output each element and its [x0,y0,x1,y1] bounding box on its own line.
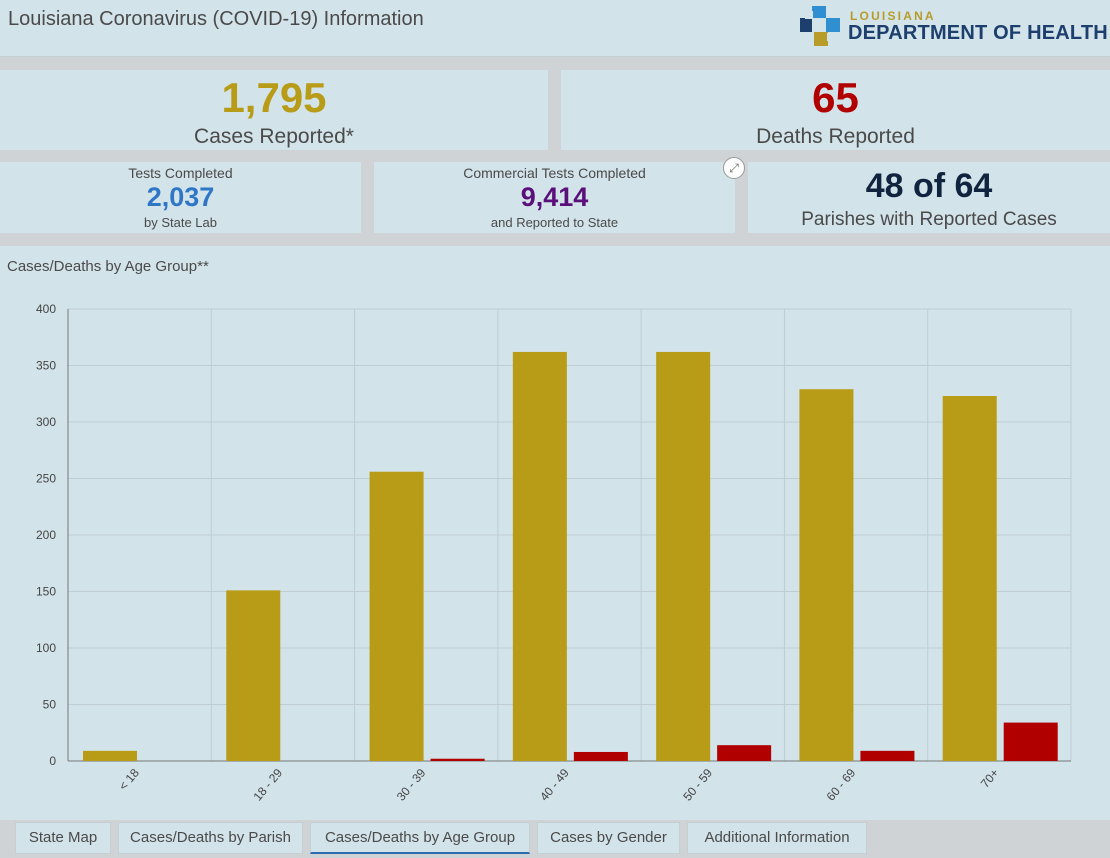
commercial-tests-top-label: Commercial Tests Completed [463,165,646,181]
state-tests-bottom-label: by State Lab [144,215,217,230]
expand-icon[interactable]: ⤢ [723,157,745,179]
parishes-label: Parishes with Reported Cases [801,209,1057,230]
cases-label: Cases Reported* [194,125,354,148]
tab-additional-information[interactable]: Additional Information [687,822,867,854]
cases-value: 1,795 [221,74,327,121]
y-tick-label: 400 [36,302,56,316]
logo-department-text: DEPARTMENT OF HEALTH [848,22,1108,44]
commercial-tests-bottom-label: and Reported to State [490,215,619,230]
x-tick-label: < 18 [116,766,142,793]
tab-cases-deaths-by-parish[interactable]: Cases/Deaths by Parish [118,822,303,854]
y-tick-label: 300 [36,415,56,429]
deaths-value: 65 [812,74,859,121]
cases-bar[interactable] [942,396,997,761]
cases-bar[interactable] [656,351,711,761]
y-tick-label: 50 [43,698,57,712]
tab-cases-by-gender[interactable]: Cases by Gender [537,822,680,854]
deaths-bar[interactable] [860,750,915,761]
cases-bar[interactable] [799,389,854,761]
deaths-panel: 65 Deaths Reported [561,70,1110,150]
y-tick-label: 100 [36,641,56,655]
x-tick-label: 60 - 69 [824,766,859,804]
state-tests-top-label: Tests Completed [128,165,233,181]
age-group-chart: 0 50 100 150 200 250 300 350 400 < 18 18 - 29 30 - … [36,302,1072,804]
deaths-bar[interactable] [430,758,485,761]
commercial-tests-panel: Commercial Tests Completed 9,414 and Rep… [374,162,735,233]
health-cross-icon [800,6,840,46]
deaths-label: Deaths Reported [756,125,915,148]
deaths-bar[interactable] [717,745,772,761]
cases-bar[interactable] [226,590,281,761]
tab-bar: State Map Cases/Deaths by Parish Cases/D… [0,820,1110,858]
y-tick-label: 200 [36,528,56,542]
x-tick-label: 30 - 39 [394,766,429,804]
cases-bar[interactable] [83,750,137,761]
y-tick-label: 150 [36,585,56,599]
y-tick-label: 350 [36,359,56,373]
page-header: Louisiana Coronavirus (COVID-19) Informa… [0,0,1110,57]
y-tick-label: 0 [49,754,56,768]
age-chart-panel: Cases/Deaths by Age Group** 0 50 100 150 200… [0,246,1110,820]
cases-panel: 1,795 Cases Reported* [0,70,548,150]
commercial-tests-value: 9,414 [520,182,589,212]
deaths-bar[interactable] [1003,722,1058,761]
parishes-value: 48 of 64 [865,167,993,205]
x-tick-label: 40 - 49 [537,766,572,804]
x-tick-label: 18 - 29 [250,766,285,804]
chart-title: Cases/Deaths by Age Group** [7,258,209,275]
page-title: Louisiana Coronavirus (COVID-19) Informa… [8,8,424,30]
tab-cases-deaths-by-age-group[interactable]: Cases/Deaths by Age Group [310,822,530,854]
x-tick-label: 50 - 59 [680,766,715,804]
cases-bar[interactable] [512,351,567,761]
state-tests-panel: Tests Completed 2,037 by State Lab [0,162,361,233]
x-tick-label: 70+ [978,766,1002,791]
logo-state-text: LOUISIANA [850,9,936,23]
y-tick-label: 250 [36,472,56,486]
parishes-panel: 48 of 64 Parishes with Reported Cases [748,162,1110,233]
tab-state-map[interactable]: State Map [15,822,111,854]
ldh-logo: LOUISIANA DEPARTMENT OF HEALTH [800,6,1108,50]
state-tests-value: 2,037 [146,182,215,212]
deaths-bar[interactable] [573,751,628,761]
cases-bar[interactable] [369,471,424,761]
